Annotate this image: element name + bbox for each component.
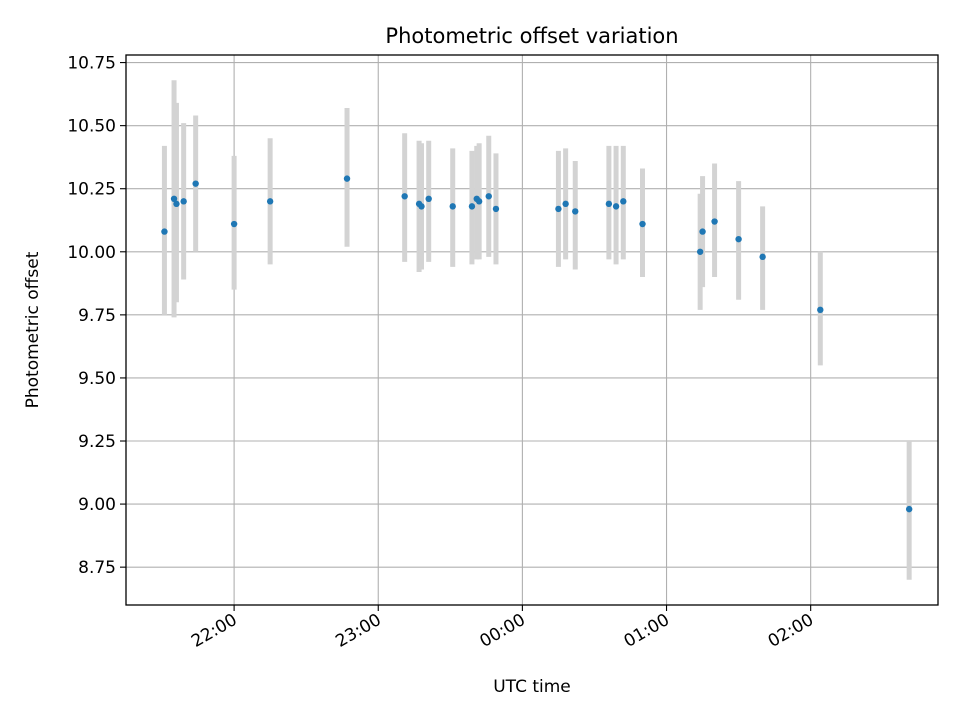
y-tick-label: 8.75 (78, 558, 116, 578)
plot-frame (125, 54, 939, 606)
data-point (759, 253, 766, 261)
data-point (173, 200, 180, 208)
data-point (266, 198, 274, 205)
data-point (475, 198, 483, 205)
x-axis-title: UTC time (493, 677, 571, 697)
y-tick-label: 9.75 (78, 306, 116, 326)
data-point (562, 200, 569, 208)
data-point (170, 195, 178, 203)
data-point (612, 203, 620, 210)
y-tick-label: 10.25 (67, 180, 116, 200)
data-point (401, 193, 408, 200)
data-point (418, 203, 425, 210)
data-point (485, 193, 492, 200)
data-point (620, 198, 627, 205)
data-point (161, 228, 168, 235)
y-tick-label: 10.75 (67, 54, 116, 74)
data-point (555, 205, 562, 213)
data-point (192, 180, 199, 187)
y-tick-label: 9.25 (78, 432, 116, 452)
data-point (572, 208, 579, 215)
y-tick-label: 9.50 (78, 369, 116, 389)
data-point (711, 218, 718, 225)
y-tick-label: 9.00 (78, 495, 116, 515)
y-axis-title: Photometric offset (23, 251, 43, 408)
data-point (180, 198, 187, 205)
data-point (639, 220, 646, 228)
grid (126, 55, 938, 605)
data-point (449, 203, 456, 210)
chart-title: Photometric offset variation (385, 24, 678, 48)
data-point (735, 235, 742, 243)
data-point (468, 203, 476, 210)
data-point (905, 505, 913, 513)
data-point (343, 175, 351, 182)
data-point (605, 200, 613, 208)
data-point (492, 205, 500, 213)
data-point (696, 248, 704, 255)
y-tick-label: 10.00 (67, 243, 116, 263)
data-point (425, 195, 432, 203)
data-point (230, 220, 238, 228)
data-point (699, 228, 706, 235)
y-tick-label: 10.50 (67, 117, 116, 137)
data-point (817, 306, 824, 314)
data-points (161, 175, 913, 513)
